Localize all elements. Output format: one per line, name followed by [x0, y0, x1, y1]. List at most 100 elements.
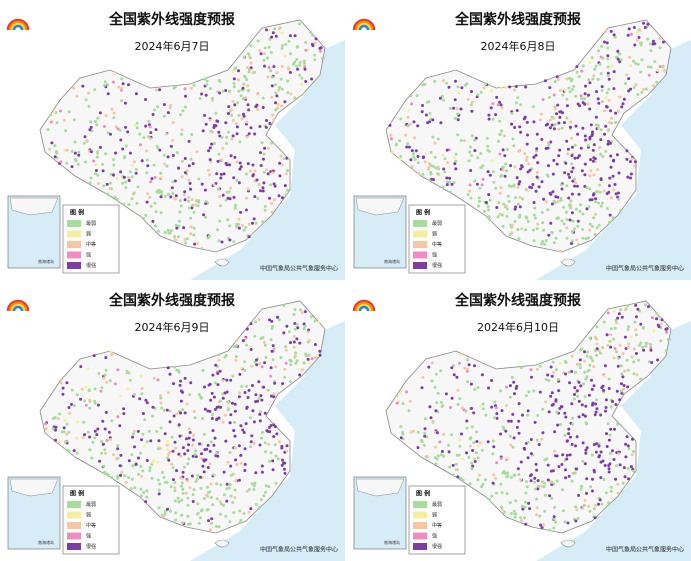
uv-station-dot — [436, 137, 440, 141]
uv-station-dot — [656, 68, 660, 72]
uv-station-dot — [620, 382, 623, 386]
logo-arc — [8, 20, 28, 31]
uv-station-dot — [117, 85, 121, 89]
uv-station-dot — [649, 346, 653, 350]
uv-station-dot — [452, 156, 456, 160]
uv-station-dot — [576, 219, 580, 223]
uv-station-dot — [569, 79, 573, 83]
uv-station-dot — [506, 456, 510, 460]
uv-station-dot — [171, 154, 175, 157]
uv-station-dot — [283, 471, 287, 475]
uv-station-dot — [215, 418, 219, 422]
uv-station-dot — [576, 517, 580, 520]
uv-station-dot — [262, 181, 266, 185]
uv-station-dot — [112, 173, 115, 177]
uv-station-dot — [449, 190, 452, 194]
uv-station-dot — [277, 27, 281, 31]
uv-station-dot — [588, 81, 592, 85]
uv-station-dot — [180, 159, 184, 163]
uv-station-dot — [467, 455, 471, 459]
uv-station-dot — [187, 427, 191, 431]
uv-station-dot — [242, 114, 246, 118]
uv-station-dot — [166, 366, 170, 370]
uv-station-dot — [413, 157, 417, 161]
uv-station-dot — [575, 389, 579, 393]
uv-station-dot — [581, 413, 585, 417]
uv-station-dot — [630, 355, 634, 359]
uv-station-dot — [72, 449, 76, 453]
uv-station-dot — [139, 374, 143, 378]
legend-label: 强 — [86, 534, 91, 540]
uv-station-dot — [595, 353, 598, 357]
uv-station-dot — [169, 229, 173, 233]
uv-station-dot — [565, 77, 569, 81]
uv-station-dot — [188, 486, 192, 490]
uv-station-dot — [128, 378, 132, 382]
uv-station-dot — [534, 153, 538, 157]
uv-station-dot — [629, 172, 633, 176]
uv-station-dot — [266, 388, 270, 392]
uv-station-dot — [311, 44, 315, 48]
uv-station-dot — [274, 101, 277, 105]
uv-station-dot — [655, 80, 659, 84]
uv-station-dot — [231, 501, 235, 504]
uv-station-dot — [517, 215, 521, 219]
uv-station-dot — [162, 103, 166, 107]
uv-station-dot — [540, 484, 544, 488]
uv-station-dot — [577, 75, 581, 79]
uv-station-dot — [114, 125, 118, 129]
map-title: 全国紫外线强度预报 — [108, 292, 235, 309]
uv-station-dot — [261, 157, 265, 161]
legend-swatch — [413, 501, 427, 508]
uv-station-dot — [412, 155, 416, 159]
uv-station-dot — [222, 470, 226, 474]
uv-station-dot — [574, 124, 578, 128]
uv-station-dot — [510, 375, 514, 379]
uv-station-dot — [557, 121, 561, 125]
uv-station-dot — [145, 171, 149, 175]
uv-station-dot — [109, 476, 113, 479]
uv-station-dot — [498, 152, 502, 156]
uv-station-dot — [577, 380, 581, 384]
uv-station-dot — [286, 188, 289, 192]
uv-station-dot — [269, 424, 273, 427]
uv-station-dot — [513, 220, 517, 223]
uv-station-dot — [542, 197, 546, 201]
uv-station-dot — [512, 509, 516, 513]
uv-station-dot — [592, 384, 596, 388]
uv-station-dot — [476, 456, 480, 460]
uv-station-dot — [538, 514, 542, 518]
uv-station-dot — [607, 184, 611, 188]
uv-station-dot — [221, 420, 225, 424]
uv-station-dot — [620, 391, 624, 395]
uv-station-dot — [459, 353, 463, 357]
uv-station-dot — [145, 440, 149, 444]
uv-station-dot — [595, 347, 599, 351]
uv-station-dot — [401, 432, 405, 436]
uv-station-dot — [595, 398, 599, 402]
uv-station-dot — [550, 496, 553, 500]
uv-station-dot — [597, 201, 601, 205]
uv-station-dot — [145, 149, 148, 153]
uv-station-dot — [571, 422, 574, 426]
uv-station-dot — [549, 126, 552, 130]
uv-station-dot — [608, 141, 612, 145]
uv-station-dot — [454, 468, 458, 472]
uv-station-dot — [95, 123, 99, 127]
uv-station-dot — [271, 113, 275, 117]
uv-station-dot — [421, 375, 425, 379]
uv-station-dot — [529, 479, 533, 483]
uv-station-dot — [55, 151, 59, 155]
legend-swatch — [413, 220, 427, 227]
uv-station-dot — [477, 196, 481, 200]
uv-station-dot — [547, 143, 551, 147]
uv-station-dot — [592, 443, 596, 447]
uv-station-dot — [466, 358, 470, 362]
logo-arc — [352, 18, 376, 31]
legend-box — [62, 485, 120, 555]
uv-station-dot — [97, 372, 101, 375]
uv-station-dot — [193, 452, 197, 456]
uv-station-dot — [93, 119, 97, 123]
uv-station-dot — [245, 384, 248, 388]
uv-station-dot — [81, 84, 85, 88]
